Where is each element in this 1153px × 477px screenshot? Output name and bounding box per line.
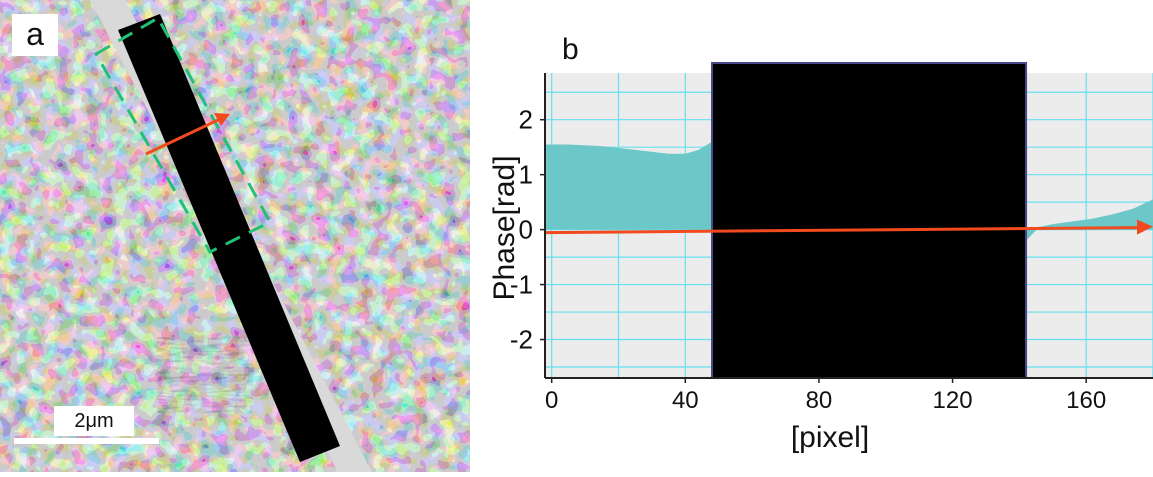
reference-arrow xyxy=(544,219,1153,235)
panel-b-chart: b 2 1 0 -1 -2 0 40 80 120 160 Phase[rad] [pixel] xyxy=(478,0,1153,472)
phase-chart: 2 1 0 -1 -2 0 40 80 120 160 Phase[rad] [pixel] xyxy=(488,62,1153,454)
reference-arrowhead xyxy=(1137,219,1153,235)
area-series xyxy=(545,141,1153,241)
x-tick-label: 160 xyxy=(1066,387,1106,414)
masked-region xyxy=(711,62,1028,379)
panel-label-a: a xyxy=(12,14,58,56)
y-tick-label: -2 xyxy=(510,325,533,355)
y-tick-label: 1 xyxy=(519,160,533,190)
y-tick-label: -1 xyxy=(510,270,533,300)
x-tick-labels: 0 40 80 120 160 xyxy=(545,387,1106,414)
reference-line xyxy=(544,226,1142,235)
y-tick-labels: 2 1 0 -1 -2 xyxy=(510,105,533,355)
vortex-feature xyxy=(157,337,253,413)
area-segment xyxy=(545,141,713,230)
x-tick-label: 120 xyxy=(933,387,973,414)
scale-bar xyxy=(14,438,159,444)
y-tick-label: 2 xyxy=(519,105,533,135)
masked-region-rect xyxy=(711,62,1028,379)
y-tick-label: 0 xyxy=(519,215,533,245)
panel-a-micrograph: a 2μm xyxy=(0,0,470,472)
black-stripe xyxy=(118,14,340,462)
y-axis-label: Phase[rad] xyxy=(488,155,521,300)
panel-label-b: b xyxy=(562,30,579,70)
area-segment xyxy=(1026,199,1153,241)
x-tick-label: 80 xyxy=(806,387,833,414)
axes xyxy=(540,73,1153,383)
micrograph-image xyxy=(0,0,470,472)
dashed-roi-box xyxy=(93,15,273,254)
profile-arrow-head xyxy=(214,113,230,126)
scale-bar-label: 2μm xyxy=(54,406,134,436)
x-tick-label: 0 xyxy=(545,387,558,414)
profile-arrow-line xyxy=(145,118,219,156)
x-tick-label: 40 xyxy=(672,387,699,414)
x-axis-label: [pixel] xyxy=(791,421,869,454)
